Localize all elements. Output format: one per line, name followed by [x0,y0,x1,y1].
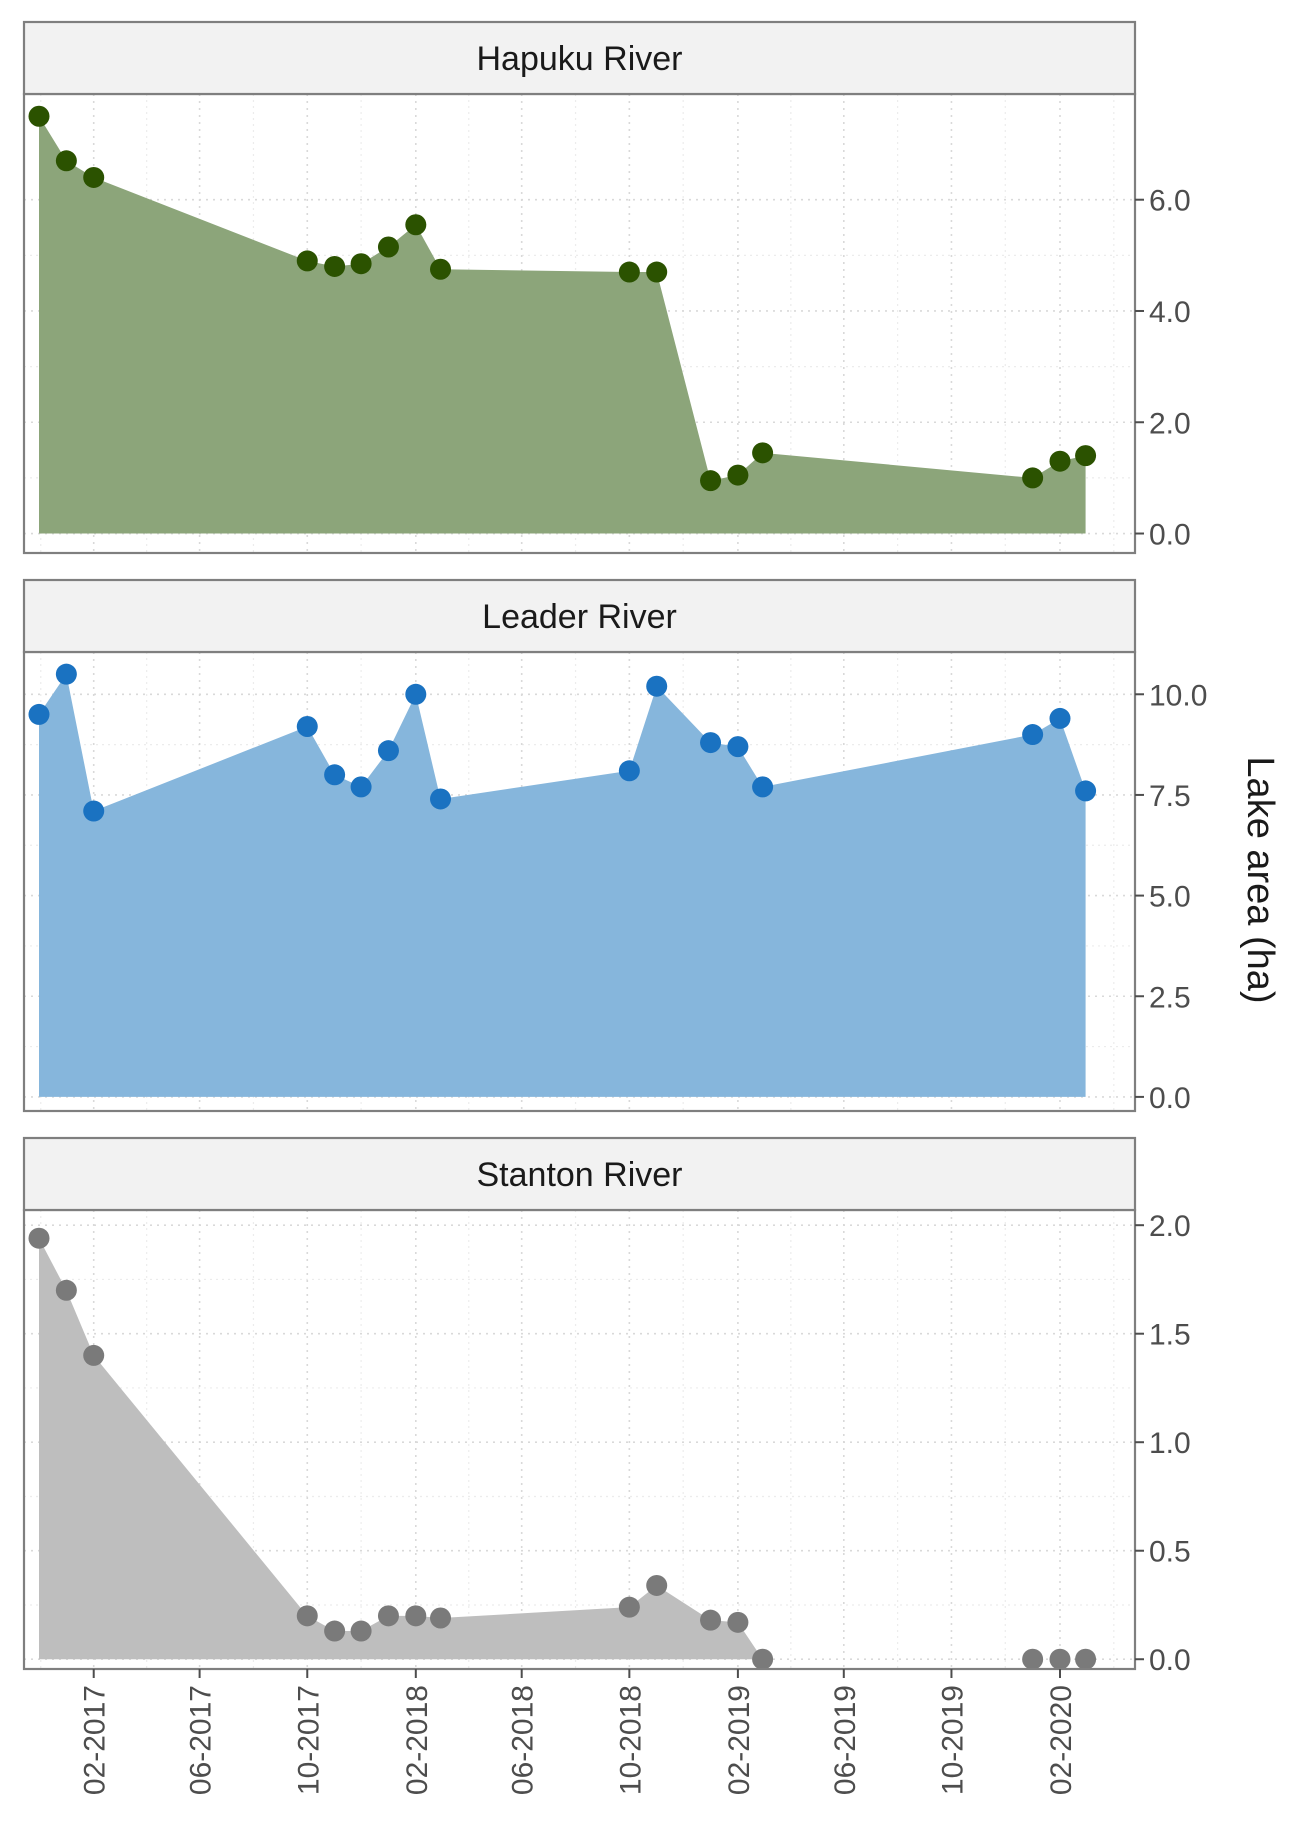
data-point [727,1611,749,1633]
area-series [39,674,1086,1097]
data-point [377,1605,399,1627]
facet-strip [22,578,1137,654]
data-point [1075,780,1097,802]
y-tick-label: 0.0 [1149,519,1191,552]
data-point [377,740,399,762]
y-tick-label: 0.0 [1149,1082,1191,1115]
data-point [377,236,399,258]
data-point [296,250,318,272]
area-series [39,1238,1086,1660]
data-point [324,764,346,786]
area-series [39,116,1086,534]
data-point [55,150,77,172]
data-point [405,214,427,236]
y-tick-label: 0.0 [1149,1644,1191,1677]
data-point [28,105,50,127]
data-point [752,776,774,798]
data-point [28,1227,50,1249]
facet-strip [22,20,1137,96]
data-point [430,788,452,810]
data-point [350,1620,372,1642]
facet-title: Hapuku River [477,40,683,78]
data-point [350,253,372,275]
data-point [83,800,105,822]
x-tick-label: 06-2019 [829,1685,862,1795]
x-tick-label: 10-2019 [936,1685,969,1795]
y-tick-label: 7.5 [1149,780,1191,813]
data-point [727,464,749,486]
y-tick-label: 2.5 [1149,981,1191,1014]
data-point [83,1344,105,1366]
data-point [1075,1648,1097,1670]
y-axis-title: Lake area (ha) [1239,756,1281,1003]
data-point [430,1607,452,1629]
x-tick-label: 10-2017 [292,1685,325,1795]
y-tick-label: 2.0 [1149,1210,1191,1243]
y-tick-label: 6.0 [1149,185,1191,218]
data-point [83,166,105,188]
x-axis: 02-2017 06-2017 10-2017 02-2018 06-2018 10-20… [79,1669,1078,1795]
data-point [1049,450,1071,472]
data-point [752,1648,774,1670]
x-tick-label: 02-2020 [1045,1685,1078,1795]
data-point [350,776,372,798]
data-point [324,1620,346,1642]
data-point [618,760,640,782]
data-point [324,255,346,277]
panel-leader-river: Leader River 0.0 2.5 5.0 7.5 10.0 [22,578,1207,1115]
data-point [1022,467,1044,489]
data-point [618,1596,640,1618]
x-tick-label: 02-2017 [79,1685,112,1795]
data-point [296,1605,318,1627]
y-tick-label: 10.0 [1149,679,1207,712]
y-tick-label: 2.0 [1149,407,1191,440]
data-point [646,1574,668,1596]
data-point [55,1279,77,1301]
x-tick-label: 06-2018 [507,1685,540,1795]
data-point [296,715,318,737]
data-point [752,442,774,464]
y-tick-label: 4.0 [1149,296,1191,329]
facet-title: Leader River [482,598,677,636]
data-point [1075,445,1097,467]
data-point [618,261,640,283]
data-point [1022,724,1044,746]
panel-hapuku-river: Hapuku River 0.0 2.0 4.0 6.0 [22,20,1191,555]
facet-title: Stanton River [477,1156,683,1194]
data-point [28,703,50,725]
y-tick-label: 1.5 [1149,1319,1191,1352]
data-point [700,732,722,754]
y-tick-label: 1.0 [1149,1427,1191,1460]
data-point [646,261,668,283]
data-point [405,683,427,705]
data-point [1049,1648,1071,1670]
data-point [430,258,452,280]
data-point [1049,707,1071,729]
data-point [1022,1648,1044,1670]
y-tick-label: 0.5 [1149,1536,1191,1569]
data-point [646,675,668,697]
panel-stanton-river: Stanton River 0.0 0.5 1.0 1.5 2.0 [22,1136,1191,1677]
x-tick-label: 10-2018 [614,1685,647,1795]
facet-strip [22,1136,1137,1212]
data-point [405,1605,427,1627]
x-tick-label: 02-2018 [401,1685,434,1795]
data-point [55,663,77,685]
y-tick-label: 5.0 [1149,881,1191,914]
x-tick-label: 02-2019 [723,1685,756,1795]
data-point [727,736,749,758]
data-point [700,1609,722,1631]
x-tick-label: 06-2017 [185,1685,218,1795]
data-point [700,470,722,492]
